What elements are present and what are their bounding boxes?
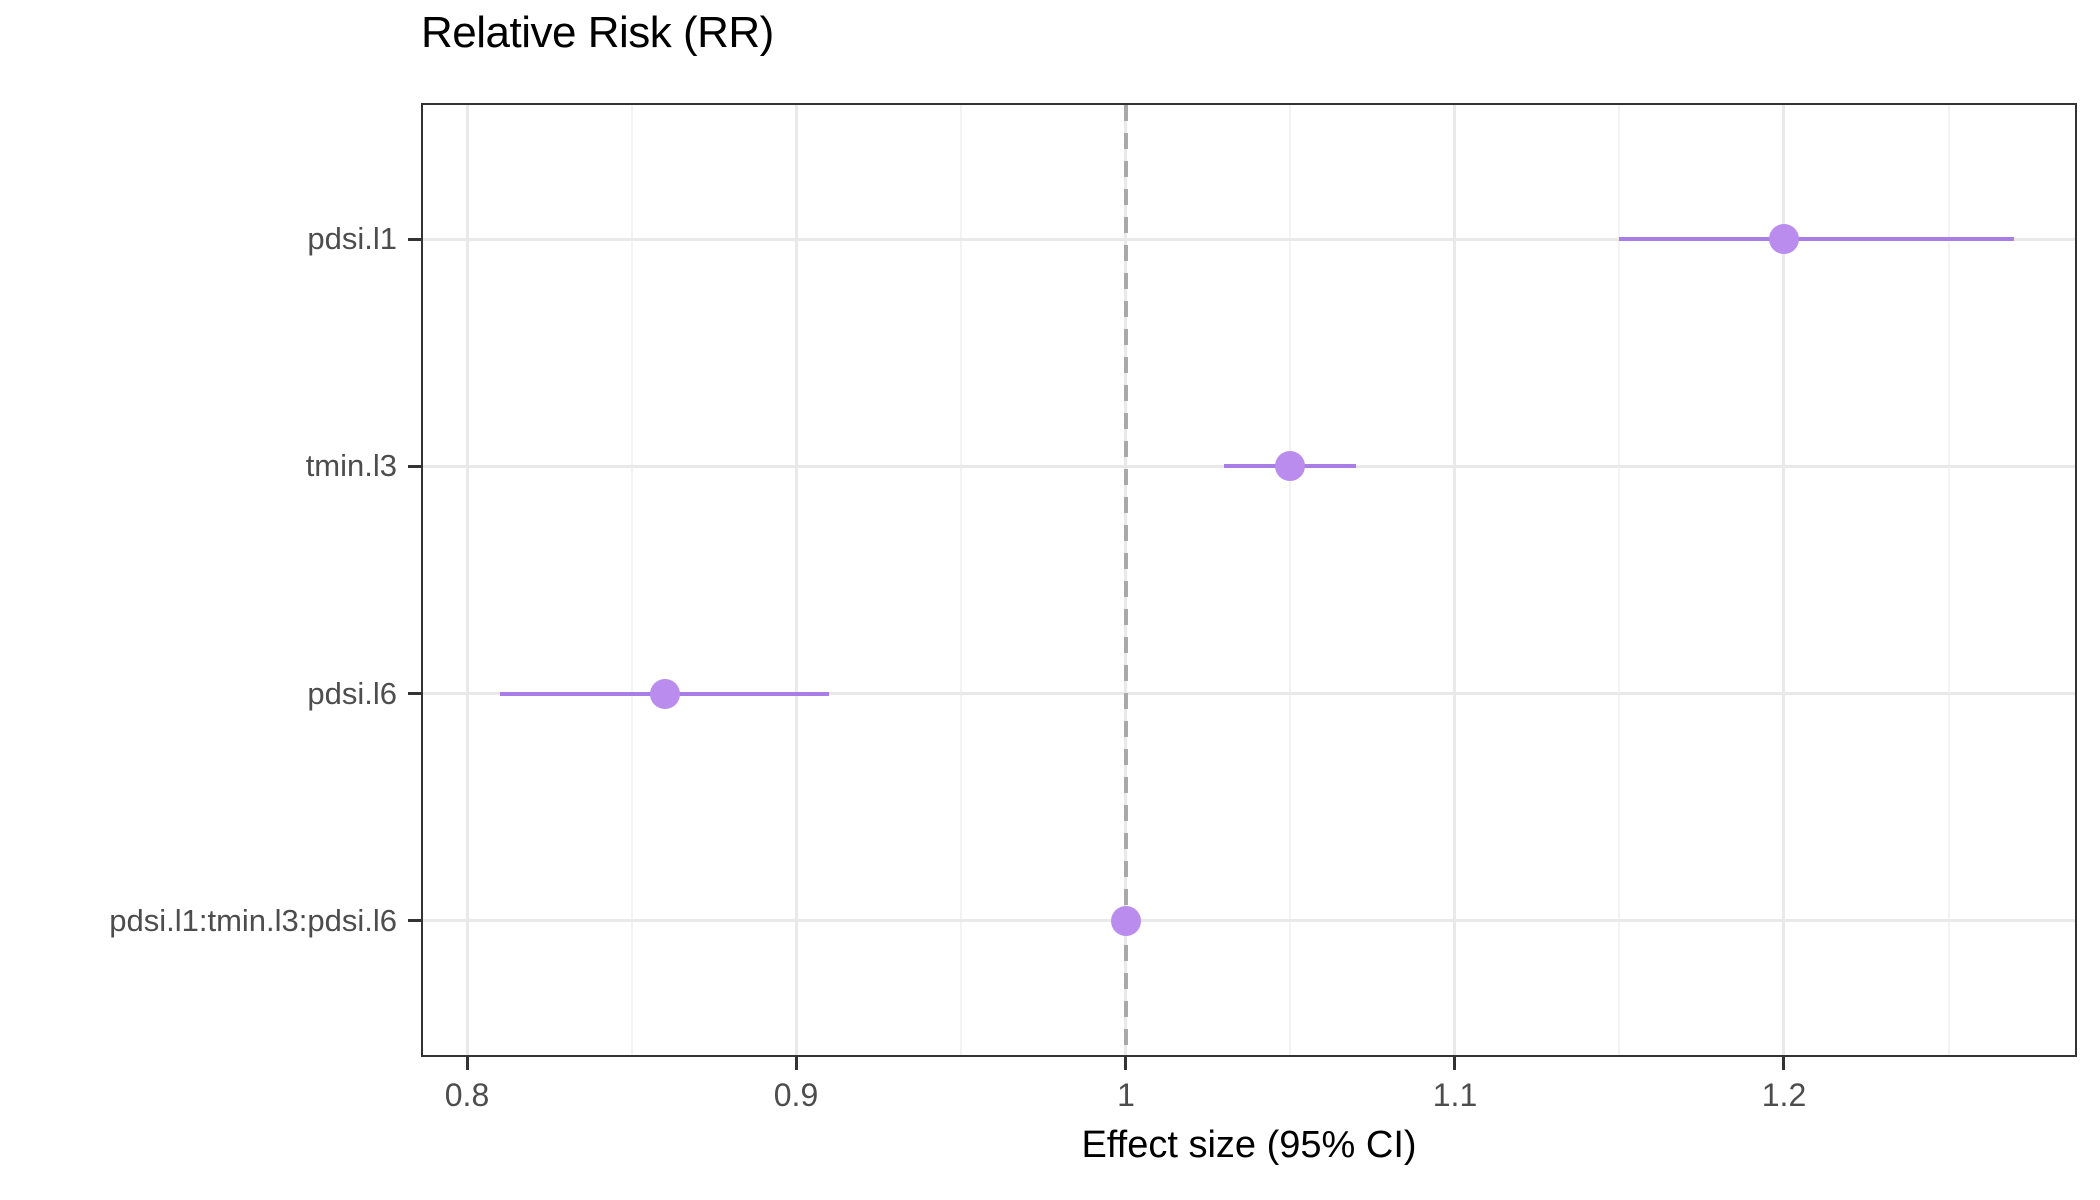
x-axis-tick-mark (1124, 1057, 1127, 1070)
gridline-minor-vertical (960, 105, 962, 1055)
y-axis-tick-label: tmin.l3 (305, 448, 397, 483)
plot-title: Relative Risk (RR) (421, 8, 774, 57)
estimate-point (1769, 224, 1799, 254)
x-axis-tick-mark (795, 1057, 798, 1070)
x-axis-tick-label: 0.8 (444, 1077, 490, 1113)
gridline-major-vertical (795, 105, 798, 1055)
gridline-major-horizontal (423, 692, 2075, 695)
y-axis-tick-label: pdsi.l6 (307, 676, 397, 711)
y-axis-tick-label: pdsi.l1:tmin.l3:pdsi.l6 (109, 903, 397, 938)
reference-line (1124, 105, 1128, 1055)
plot-panel (421, 103, 2077, 1057)
estimate-point (1275, 451, 1305, 481)
gridline-major-horizontal (423, 919, 2075, 922)
y-axis-tick-label: pdsi.l1 (307, 221, 397, 256)
y-axis-tick-mark (408, 919, 421, 922)
gridline-major-vertical (1453, 105, 1456, 1055)
x-axis-tick-label: 1.1 (1432, 1077, 1478, 1113)
gridline-major-vertical (1782, 105, 1785, 1055)
x-axis-title: Effect size (95% CI) (1081, 1124, 1417, 1166)
gridline-minor-vertical (631, 105, 633, 1055)
y-axis-tick-mark (408, 238, 421, 241)
ci-line (1619, 237, 2014, 241)
estimate-point (1111, 906, 1141, 936)
x-axis-tick-label: 1 (1117, 1077, 1135, 1113)
gridline-minor-vertical (1948, 105, 1950, 1055)
x-axis-tick-mark (1782, 1057, 1785, 1070)
y-axis-tick-mark (408, 692, 421, 695)
estimate-point (650, 679, 680, 709)
gridline-major-horizontal (423, 238, 2075, 241)
gridline-minor-vertical (1289, 105, 1291, 1055)
y-axis-tick-mark (408, 465, 421, 468)
x-axis-tick-label: 0.9 (773, 1077, 819, 1113)
gridline-minor-vertical (1618, 105, 1620, 1055)
x-axis-tick-mark (1453, 1057, 1456, 1070)
x-axis-tick-mark (466, 1057, 469, 1070)
gridline-major-vertical (466, 105, 469, 1055)
x-axis-tick-label: 1.2 (1761, 1077, 1807, 1113)
